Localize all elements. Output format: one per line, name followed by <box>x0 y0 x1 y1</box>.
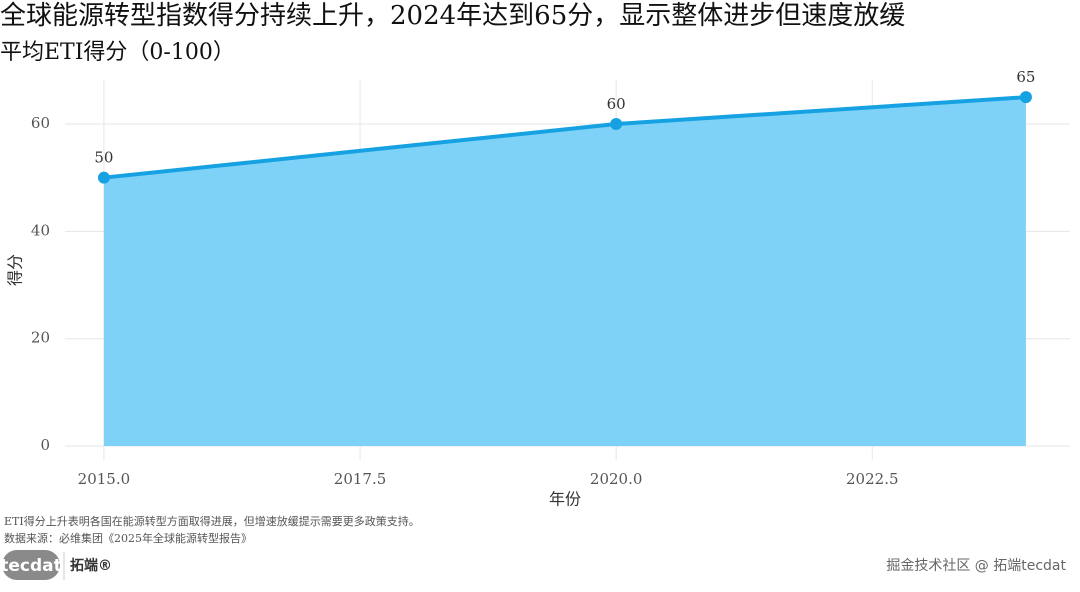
y-tick-label: 0 <box>40 436 50 454</box>
logo-badge <box>2 550 60 580</box>
point <box>1019 91 1032 104</box>
x-tick-label: 2015.0 <box>78 470 131 488</box>
x-tick-label: 2017.5 <box>334 470 387 488</box>
y-tick-label: 60 <box>31 114 50 132</box>
point <box>97 171 110 184</box>
value-label: 60 <box>607 95 626 113</box>
y-tick-label: 20 <box>31 329 50 347</box>
chart-title: 全球能源转型指数得分持续上升，2024年达到65分，显示整体进步但速度放缓 <box>0 1 905 31</box>
area <box>103 97 1026 447</box>
chart-subtitle: 平均ETI得分（0-100） <box>0 40 235 65</box>
value-label: 65 <box>1016 68 1035 86</box>
y-tick-label: 40 <box>31 221 50 239</box>
brand: 拓端® <box>70 557 112 574</box>
logo: tecdat <box>0 556 62 576</box>
x-tick-label: 2022.5 <box>846 470 899 488</box>
x-tick-label: 2020.0 <box>590 470 643 488</box>
value-label: 50 <box>94 149 113 167</box>
watermark: 掘金技术社区 @ 拓端tecdat <box>886 558 1066 574</box>
point <box>610 118 623 131</box>
y-axis-label: 得分 <box>6 254 25 286</box>
x-axis-label: 年份 <box>549 490 581 509</box>
plot-area: 0 20 40 60 2015.0 2017.5 2020.0 2022.5 50 60 65 <box>31 68 1070 488</box>
source: 数据来源：必维集团《2025年全球能源转型报告》 <box>4 531 252 545</box>
caption: ETI得分上升表明各国在能源转型方面取得进展，但增速放缓提示需要更多政策支持。 <box>4 514 420 528</box>
